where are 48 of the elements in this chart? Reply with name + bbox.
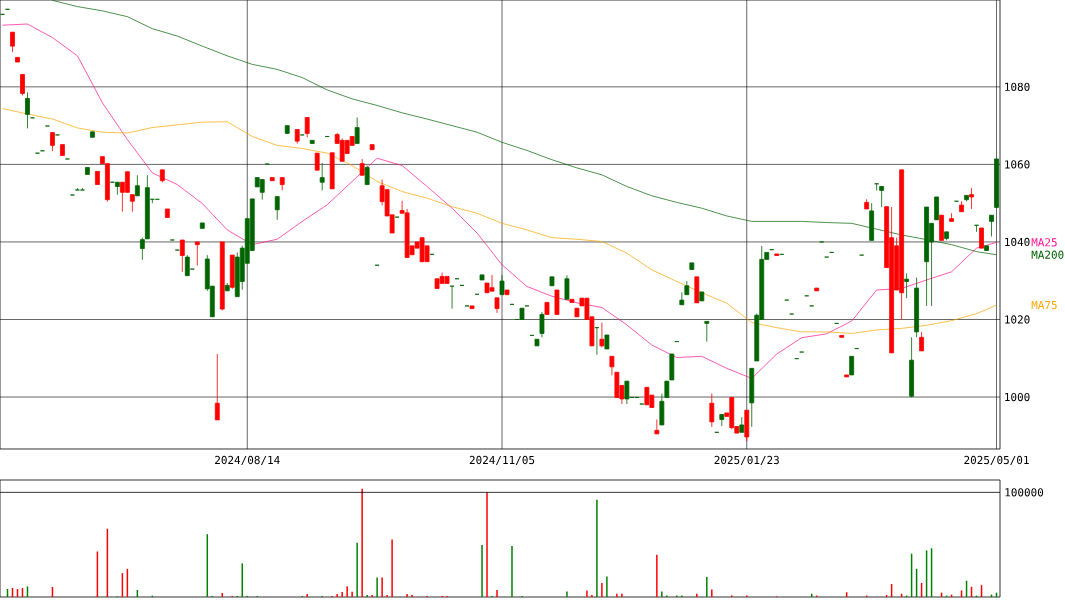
- y-tick-label: 1020: [1005, 315, 1030, 324]
- candlestick: [499, 274, 505, 296]
- candlestick: [969, 187, 974, 210]
- candlestick: [274, 196, 280, 221]
- candlestick: [139, 237, 145, 261]
- candlestick: [989, 214, 994, 237]
- candlestick: [304, 117, 310, 138]
- y-tick-label: 1040: [1005, 237, 1030, 247]
- candlestick: [259, 179, 265, 201]
- candlestick: [25, 91, 30, 129]
- x-tick-label: 2024/08/14: [215, 455, 280, 465]
- x-tick-label: 2024/11/05: [469, 455, 535, 465]
- x-tick-label: 2025/05/01: [964, 455, 1029, 465]
- candlestick: [134, 174, 140, 197]
- candlestick: [599, 322, 605, 348]
- candlestick: [904, 272, 909, 299]
- x-tick-label: 2025/01/23: [714, 455, 779, 465]
- candlestick: [20, 74, 25, 96]
- candlestick: [934, 196, 939, 221]
- candlestick: [654, 419, 660, 435]
- candlestick: [979, 227, 984, 249]
- candlestick: [449, 285, 455, 310]
- candlestick: [709, 393, 715, 428]
- candlestick: [364, 165, 370, 185]
- text: MA200: [1031, 250, 1064, 259]
- candlestick: [539, 311, 545, 338]
- candlestick: [194, 241, 200, 266]
- candlestick: [179, 239, 185, 273]
- text: MA75: [1031, 301, 1057, 310]
- candlestick: [879, 186, 885, 208]
- candlestick: [124, 171, 130, 193]
- candlestick: [624, 380, 630, 405]
- text: MA25: [1031, 238, 1057, 247]
- y-tick-label: 1060: [1005, 160, 1030, 169]
- candlestick: [214, 353, 220, 421]
- text: 100000: [1005, 488, 1044, 497]
- candlestick: [849, 355, 855, 376]
- candlestick: [184, 254, 190, 277]
- candlestick: [704, 321, 710, 342]
- y-tick-label: 1000: [1005, 392, 1030, 402]
- candlestick: [319, 162, 325, 191]
- candlestick: [10, 31, 15, 53]
- candlestick: [564, 274, 570, 300]
- candlestick: [919, 331, 924, 352]
- y-tick-label: 1080: [1005, 82, 1030, 91]
- candlestick: [50, 132, 55, 152]
- candlestick: [354, 117, 360, 144]
- candlestick: [659, 393, 665, 426]
